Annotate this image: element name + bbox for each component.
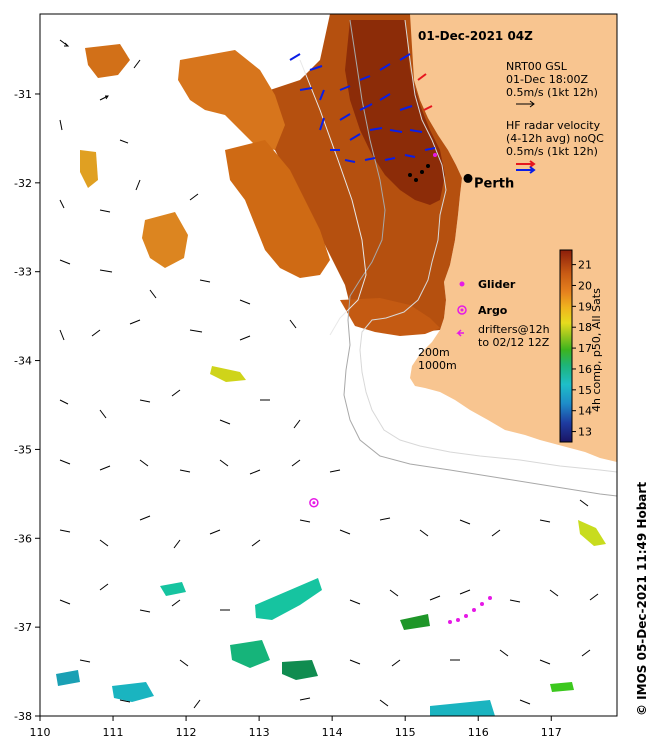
axes: 110 111 112 113 114 115 116 117 -31 -32 -33 -34 -35 -… (14, 88, 562, 739)
isobath-1000m (343, 19, 617, 497)
colorbar-tick-label: 16 (578, 363, 592, 376)
hf-radar-red-arrows (417, 73, 433, 111)
legend-hf-arrow-icon (516, 160, 536, 174)
glider-near-perth (433, 153, 437, 157)
y-tick-label: -38 (14, 710, 32, 723)
y-tick-label: -32 (14, 177, 32, 190)
y-tick-label: -37 (14, 621, 32, 634)
legend-nrt-title: NRT00 GSL (506, 60, 568, 73)
isobath-200m (359, 19, 617, 473)
legend-argo: Argo (478, 304, 508, 317)
sst-cool-patch-3 (282, 660, 318, 680)
x-tick-label: 110 (30, 726, 51, 739)
sst-cool-patch-1 (255, 578, 322, 620)
sst-orange-patch (178, 50, 285, 150)
argo-icon (309, 497, 319, 508)
sst-cool-patch-6 (430, 700, 495, 716)
colorbar-tick-label: 17 (578, 342, 592, 355)
sst-patch-4 (142, 212, 188, 268)
sst-patch-2 (225, 140, 330, 278)
drifter-icon (456, 329, 464, 337)
legend-nrt-time: 01-Dec 18:00Z (506, 73, 588, 86)
drifter-tracks (408, 164, 430, 182)
legend-nrt-arrow-icon (516, 100, 535, 108)
glider-track (448, 596, 492, 624)
y-tick-label: -34 (14, 355, 32, 368)
legend-depth-1000: 1000m (418, 359, 457, 372)
plot-frame (39, 13, 618, 717)
colorbar-tick-label: 19 (578, 300, 592, 313)
y-tick-label: -33 (14, 266, 32, 279)
legend-argo-icon (457, 305, 467, 315)
sst-cool-patch-8 (56, 670, 80, 686)
colorbar-tick-label: 18 (578, 321, 592, 334)
x-tick-label: 117 (541, 726, 562, 739)
colorbar-tick-label: 14 (578, 405, 592, 418)
x-tick-label: 113 (249, 726, 270, 739)
colorbar: 13 14 15 16 17 18 19 20 21 4h comp, p50, All Sat… (559, 249, 603, 443)
legend-glider: Glider (478, 278, 516, 291)
isobath-inner (299, 59, 367, 336)
colorbar-ticks: 13 14 15 16 17 18 19 20 21 (572, 259, 592, 439)
sst-cool-patch-2 (230, 640, 270, 668)
sst-cool-patch-9 (550, 682, 574, 692)
colorbar-tick-label: 15 (578, 384, 592, 397)
x-tick-label: 115 (395, 726, 416, 739)
y-tick-label: -36 (14, 532, 32, 545)
legend-drifters-2: to 02/12 12Z (478, 336, 550, 349)
x-tick-label: 112 (176, 726, 197, 739)
map-title: 01-Dec-2021 04Z (418, 29, 533, 43)
hf-radar-arrows (289, 53, 436, 163)
legend-hf-title: HF radar velocity (506, 119, 601, 132)
sst-cool-patch-10 (578, 520, 606, 546)
x-tick-label: 111 (103, 726, 124, 739)
city-label: Perth (474, 176, 514, 191)
colorbar-tick-label: 21 (578, 259, 592, 272)
glider-icon (459, 281, 465, 287)
colorbar-tick-label: 13 (578, 426, 592, 439)
current-arrows (59, 39, 599, 709)
sst-patch-7 (210, 366, 246, 382)
colorbar-label: 4h comp, p50, All Sats (590, 288, 603, 412)
y-tick-label: -35 (14, 443, 32, 456)
legend-nrt-scale: 0.5m/s (1kt 12h) (506, 86, 598, 99)
sst-patch-3 (85, 44, 130, 78)
sst-cool-patch-5 (160, 582, 186, 596)
x-tick-label: 114 (322, 726, 343, 739)
legend-hf-scale: 0.5m/s (1kt 12h) (506, 145, 598, 158)
legend: NRT00 GSL 01-Dec 18:00Z 0.5m/s (1kt 12h)… (418, 60, 604, 372)
city-marker-icon (463, 173, 473, 183)
sst-patch-6 (80, 150, 98, 188)
legend-depth-200: 200m (418, 346, 450, 359)
credit-text: © IMOS 05-Dec-2021 11:49 Hobart (635, 482, 649, 716)
colorbar-tick-label: 20 (578, 279, 592, 292)
x-tick-label: 116 (468, 726, 489, 739)
colorbar-gradient (559, 249, 573, 443)
y-tick-label: -31 (14, 88, 32, 101)
sst-darker-patch (345, 20, 445, 205)
sst-cool-patch-7 (400, 614, 430, 630)
sst-cool-patch-4 (112, 682, 154, 702)
legend-hf-avg: (4-12h avg) noQC (506, 132, 604, 145)
legend-drifters-1: drifters@12h (478, 323, 550, 336)
